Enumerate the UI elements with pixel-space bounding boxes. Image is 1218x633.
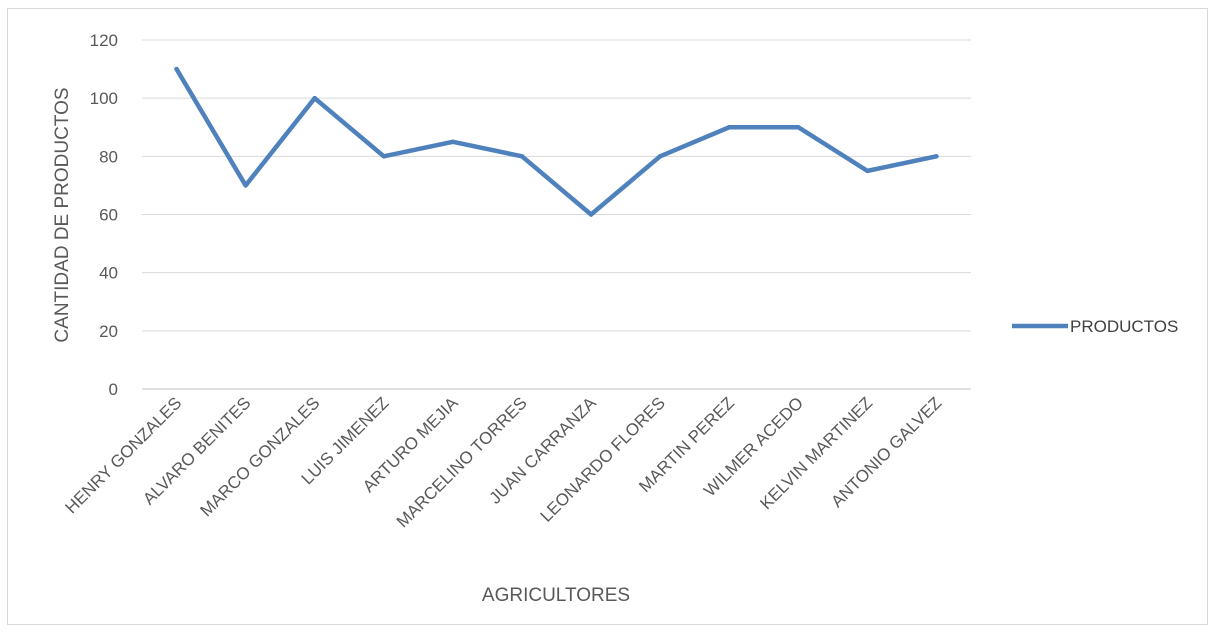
legend-label-productos: PRODUCTOS — [1070, 317, 1178, 336]
series-line-productos — [174, 66, 939, 217]
data-point — [243, 183, 248, 188]
data-point — [865, 168, 870, 174]
data-point — [657, 154, 663, 159]
legend: PRODUCTOS — [1012, 317, 1178, 336]
gridlines — [142, 39, 971, 390]
y-tick-label: 0 — [109, 380, 118, 399]
data-point — [312, 95, 317, 101]
data-point — [796, 125, 801, 130]
data-point — [381, 154, 386, 159]
x-tick-label: MARCELINO TORRES — [393, 393, 531, 531]
y-tick-label: 100 — [90, 89, 118, 108]
y-tick-label: 20 — [99, 322, 118, 341]
y-tick-label: 40 — [99, 264, 118, 283]
data-point — [174, 66, 179, 72]
series-layer — [174, 66, 939, 217]
chart-frame — [7, 8, 1208, 625]
y-tick-label: 60 — [99, 206, 118, 225]
data-point — [934, 154, 939, 159]
data-point — [450, 139, 456, 144]
y-tick-label: 120 — [90, 31, 118, 50]
x-tick-label: LEONARDO FLORES — [537, 393, 669, 525]
x-axis-title: AGRICULTORES — [482, 585, 630, 606]
y-axis-ticks: 0 20 40 60 80 100 120 — [90, 31, 118, 399]
x-tick-label: HENRY GONZALES — [61, 393, 185, 517]
y-axis-title: CANTIDAD DE PRODUCTOS — [52, 87, 73, 342]
data-point — [588, 212, 594, 217]
y-tick-label: 80 — [99, 147, 118, 166]
data-point — [519, 154, 525, 159]
data-point — [727, 125, 732, 130]
x-tick-label: MARCO GONZALES — [197, 393, 324, 520]
